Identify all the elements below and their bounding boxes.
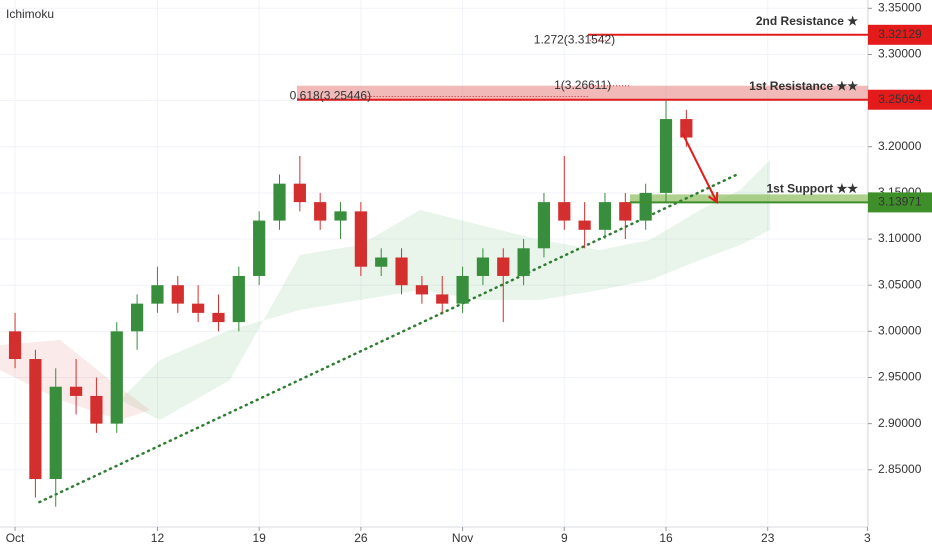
level-name: 1st Resistance ★★ <box>749 79 858 93</box>
fib-label: 1.272(3.31542) <box>534 32 615 46</box>
level-name: 2nd Resistance ★ <box>756 14 858 28</box>
x-tick-label: 12 <box>151 531 165 545</box>
candle-body <box>558 202 571 221</box>
candle-body <box>598 202 612 230</box>
y-tick-label: 3.05000 <box>878 277 922 291</box>
price-label: 3.25094 <box>878 92 922 106</box>
candle-body <box>90 395 103 424</box>
support-zone <box>630 194 868 203</box>
price-label: 3.13971 <box>878 195 922 209</box>
price-label-box <box>868 89 932 110</box>
candle-body <box>171 285 184 304</box>
y-tick-label: 2.85000 <box>878 462 922 476</box>
candle-body <box>69 386 83 396</box>
candle-body <box>659 119 673 193</box>
fib-label: 1(3.26611) <box>554 78 611 92</box>
candle-body <box>110 331 123 424</box>
candle-body <box>49 386 62 480</box>
x-tick-label: 23 <box>761 531 775 545</box>
candle-body <box>578 220 591 230</box>
level-name: 1st Support ★★ <box>766 182 858 196</box>
candle-body <box>639 192 652 221</box>
candle-body <box>680 119 693 138</box>
candle-body <box>517 248 530 276</box>
x-tick-label: Oct <box>6 531 25 545</box>
arrow-head <box>708 192 719 204</box>
candle-body <box>456 275 469 304</box>
y-tick-label: 3.10000 <box>878 231 922 245</box>
x-tick-label: 19 <box>252 531 266 545</box>
candle-body <box>314 202 327 221</box>
candle-body <box>232 275 245 323</box>
candle-body <box>8 331 22 360</box>
candle-body <box>436 294 449 304</box>
y-tick-label: 3.20000 <box>878 139 922 153</box>
fib-label: 0.618(3.25446) <box>290 89 371 103</box>
y-tick-label: 3.35000 <box>878 0 922 14</box>
price-label: 3.32129 <box>878 27 922 41</box>
arrow <box>681 132 718 203</box>
y-tick-label: 2.90000 <box>878 416 922 430</box>
x-tick-label: 9 <box>561 531 568 545</box>
candle-body <box>354 211 367 267</box>
candle-body <box>212 312 225 323</box>
candle-body <box>497 257 510 276</box>
candle-body <box>273 183 286 221</box>
candle-body <box>375 257 388 267</box>
indicator-label: Ichimoku <box>6 7 54 21</box>
x-tick-label: 3 <box>864 531 871 545</box>
price-label-box <box>868 192 932 213</box>
x-tick-label: 26 <box>354 531 368 545</box>
x-tick-label: Nov <box>452 531 473 545</box>
candle-body <box>192 303 205 313</box>
candle-body <box>476 257 490 276</box>
trendline <box>38 173 739 504</box>
price-label-box <box>868 24 932 45</box>
y-tick-label: 3.00000 <box>878 324 922 338</box>
candle-body <box>619 202 632 221</box>
x-tick-label: 16 <box>659 531 673 545</box>
y-tick-label: 3.30000 <box>878 47 922 61</box>
candle-body <box>29 359 42 480</box>
ichimoku-cloud <box>120 160 770 420</box>
candle-body <box>334 211 347 221</box>
candle-body <box>293 183 306 203</box>
candle-body <box>537 202 551 249</box>
candle-body <box>253 220 266 276</box>
candle-body <box>151 285 164 304</box>
y-tick-label: 2.95000 <box>878 370 922 384</box>
candle-body <box>415 285 428 295</box>
candle-body <box>395 257 408 286</box>
candle-body <box>131 303 144 332</box>
